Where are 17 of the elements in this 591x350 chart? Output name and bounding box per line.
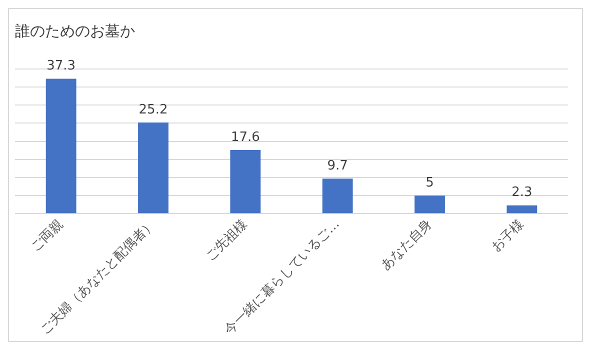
bar [230,150,261,214]
bar [138,122,168,214]
x-tick-label: ご先祖様 [203,216,251,264]
data-label: 2.3 [512,185,532,200]
bar [506,205,538,214]
chart-title: 誰のためのお墓か [15,22,135,40]
bar [322,178,353,214]
x-tick-label: あなた自身 [378,216,435,274]
x-tick-label: お子様 [488,216,528,255]
data-label: 5 [426,175,434,190]
data-label: 9.7 [327,158,348,174]
data-label: 25.2 [138,102,168,118]
bar [414,196,445,214]
data-label: 37.3 [46,58,76,74]
data-label: 17.6 [230,130,260,145]
bar [46,78,76,214]
x-tick-label: ご両親 [28,216,66,255]
